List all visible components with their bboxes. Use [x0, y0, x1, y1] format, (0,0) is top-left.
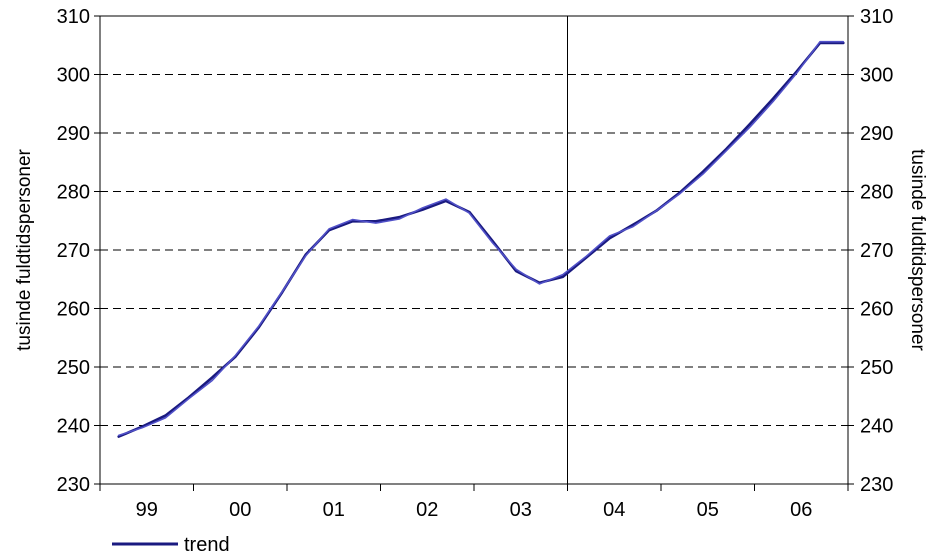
left-tick-label-280: 280 [57, 182, 90, 204]
right-tick-label-310: 310 [860, 6, 893, 28]
x-tick-label-00: 00 [229, 499, 251, 521]
x-tick-label-06: 06 [790, 499, 812, 521]
right-tick-label-240: 240 [860, 416, 893, 438]
left-tick-label-310: 310 [57, 6, 90, 28]
legend-label-trend: trend [184, 534, 230, 556]
right-tick-label-250: 250 [860, 357, 893, 379]
right-tick-label-270: 270 [860, 240, 893, 262]
x-tick-label-02: 02 [416, 499, 438, 521]
right-tick-label-290: 290 [860, 123, 893, 145]
actual-line [117, 40, 845, 437]
left-tick-label-290: 290 [57, 123, 90, 145]
right-tick-label-300: 300 [860, 65, 893, 87]
left-tick-label-250: 250 [57, 357, 90, 379]
right-tick-label-260: 260 [860, 299, 893, 321]
x-tick-label-05: 05 [697, 499, 719, 521]
left-tick-label-260: 260 [57, 299, 90, 321]
right-tick-label-280: 280 [860, 182, 893, 204]
right-y-axis: 230 240 250 260 270 280 290 300 310 [848, 6, 893, 496]
y-axis-title-right: tusinde fuldtidspersoner [907, 149, 928, 351]
trend-line [117, 41, 845, 438]
left-tick-label-240: 240 [57, 416, 90, 438]
left-y-axis: 230 240 250 260 270 280 290 300 310 [57, 6, 100, 496]
grid-lines [100, 74, 848, 426]
left-tick-label-270: 270 [57, 240, 90, 262]
x-axis: 99 00 01 02 03 04 05 06 [99, 484, 849, 521]
left-tick-label-300: 300 [57, 65, 90, 87]
x-tick-label-01: 01 [323, 499, 345, 521]
x-tick-label-03: 03 [510, 499, 532, 521]
x-tick-label-04: 04 [603, 499, 625, 521]
y-axis-title-left: tusinde fuldtidspersoner [14, 148, 35, 350]
x-tick-label-99: 99 [136, 499, 158, 521]
plot-frame [99, 15, 849, 485]
series-group [117, 40, 845, 438]
right-tick-label-230: 230 [860, 474, 893, 496]
left-tick-label-230: 230 [57, 474, 90, 496]
legend: trend [112, 534, 230, 556]
